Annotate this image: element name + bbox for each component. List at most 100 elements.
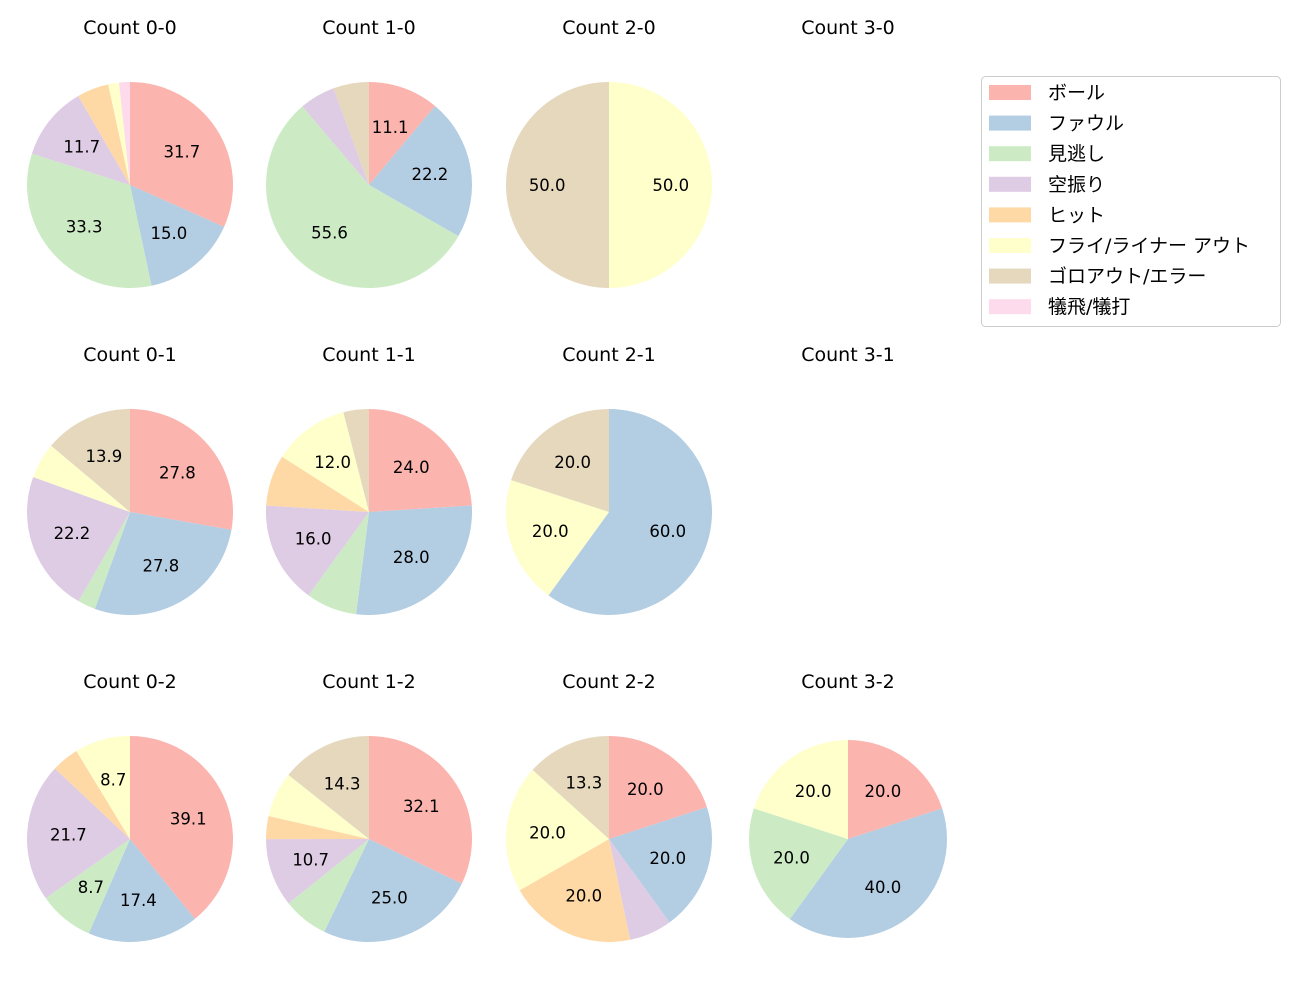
pie-slice xyxy=(548,409,713,616)
legend-label: ファウル xyxy=(1048,113,1124,135)
legend-label: 見逃し xyxy=(1048,143,1105,165)
pie-count-3-2: Count 3-2 20.0 40.0 20.0 20.0 xyxy=(749,671,948,938)
slice-label: 8.7 xyxy=(100,770,126,789)
pie-slice xyxy=(519,839,631,942)
pie-slice xyxy=(130,82,233,227)
pie-title: Count 1-0 xyxy=(322,17,416,39)
pie-slice xyxy=(506,769,609,891)
pie-slice xyxy=(130,736,233,919)
pie-slice xyxy=(282,412,369,512)
pie-slice xyxy=(848,740,943,839)
pie-slice xyxy=(51,409,131,512)
pie-title: Count 1-2 xyxy=(322,671,416,693)
pie-slice xyxy=(288,736,369,839)
pie-slice xyxy=(88,839,195,942)
slice-label: 27.8 xyxy=(143,557,180,576)
legend-label: ヒット xyxy=(1048,204,1105,226)
pie-slice xyxy=(789,808,948,938)
slice-label: 17.4 xyxy=(120,891,157,910)
legend-swatch xyxy=(989,299,1031,315)
legend-swatch xyxy=(989,176,1031,192)
pie-slice xyxy=(266,456,369,512)
pie-slice xyxy=(26,768,131,899)
slice-label: 13.3 xyxy=(566,774,603,793)
slice-label: 22.2 xyxy=(411,165,448,184)
pie-slice xyxy=(302,88,369,185)
legend-item: ヒット xyxy=(989,204,1105,226)
slice-label: 39.1 xyxy=(170,809,207,828)
pie-slice xyxy=(265,816,369,840)
pie-title: Count 2-2 xyxy=(562,671,656,693)
slice-label: 15.0 xyxy=(151,224,188,243)
pie-count-0-0: Count 0-0 31.7 15.0 33.3 11.7 xyxy=(27,17,233,288)
slice-label: 16.0 xyxy=(295,529,332,548)
pie-slice xyxy=(609,736,707,839)
pie-slice xyxy=(130,409,234,530)
pie-count-3-0: Count 3-0 xyxy=(801,17,895,39)
slice-label: 25.0 xyxy=(371,888,408,907)
pie-slice xyxy=(532,736,609,839)
slice-label: 20.0 xyxy=(865,782,902,801)
pie-title: Count 3-1 xyxy=(801,344,895,366)
pie-slice xyxy=(511,409,609,512)
slice-label: 20.0 xyxy=(773,848,810,867)
legend-swatch xyxy=(989,238,1031,253)
pie-slice xyxy=(130,185,225,286)
pie-title: Count 3-2 xyxy=(801,671,895,693)
pie-slice xyxy=(108,82,130,185)
slice-label: 20.0 xyxy=(627,780,664,799)
slice-label: 11.1 xyxy=(372,118,409,137)
slice-label: 20.0 xyxy=(529,823,566,842)
slice-label: 60.0 xyxy=(649,522,686,541)
pie-slice xyxy=(369,106,472,237)
legend-frame xyxy=(981,76,1281,327)
pie-title: Count 0-2 xyxy=(83,671,177,693)
pie-slice xyxy=(78,512,130,609)
slice-label: 13.9 xyxy=(86,447,123,466)
slice-label: 14.3 xyxy=(324,774,361,793)
pie-slice xyxy=(749,808,848,920)
pie-count-1-1: Count 1-1 24.0 28.0 16.0 12.0 xyxy=(266,344,472,615)
pie-slice xyxy=(45,839,130,934)
pie-title: Count 1-1 xyxy=(322,344,416,366)
pie-slice xyxy=(27,153,152,288)
slice-label: 10.7 xyxy=(292,850,329,869)
slice-label: 21.7 xyxy=(50,826,87,845)
legend-label: 空振り xyxy=(1048,174,1105,196)
pie-slice xyxy=(369,82,436,185)
pie-count-2-1: Count 2-1 60.0 20.0 20.0 xyxy=(506,344,713,616)
pie-slice xyxy=(369,736,473,884)
pie-slice xyxy=(288,839,369,932)
legend-swatch xyxy=(989,207,1031,223)
slice-label: 32.1 xyxy=(403,797,440,816)
slice-label: 31.7 xyxy=(163,142,200,161)
legend-swatch xyxy=(989,85,1031,100)
pie-count-2-0: Count 2-0 50.0 50.0 xyxy=(506,17,712,288)
pie-slice xyxy=(78,84,130,185)
legend-item: 犠飛/犠打 xyxy=(989,296,1130,318)
slice-label: 20.0 xyxy=(554,453,591,472)
pie-title: Count 0-1 xyxy=(83,344,177,366)
pie-slice xyxy=(268,774,369,839)
pie-count-1-0: Count 1-0 11.1 22.2 55.6 xyxy=(266,17,472,288)
pie-slice xyxy=(609,807,712,923)
legend-swatch xyxy=(989,115,1031,131)
pie-count-1-2: Count 1-2 32.1 25.0 10.7 14.3 xyxy=(265,671,473,942)
pie-slice xyxy=(76,736,130,839)
pie-slice xyxy=(266,106,459,288)
slice-label: 28.0 xyxy=(393,548,430,567)
pie-title: Count 3-0 xyxy=(801,17,895,39)
legend-label: ボール xyxy=(1048,82,1105,104)
legend-label: 犠飛/犠打 xyxy=(1048,296,1130,318)
legend-item: ファウル xyxy=(989,113,1124,135)
pie-slice xyxy=(356,505,472,615)
slice-label: 50.0 xyxy=(529,176,566,195)
slice-label: 33.3 xyxy=(66,217,103,236)
legend-label: フライ/ライナー アウト xyxy=(1048,235,1250,257)
pie-slice xyxy=(753,740,848,839)
pie-slice xyxy=(33,445,130,512)
pie-slice xyxy=(609,839,670,940)
legend-swatch xyxy=(989,146,1031,162)
